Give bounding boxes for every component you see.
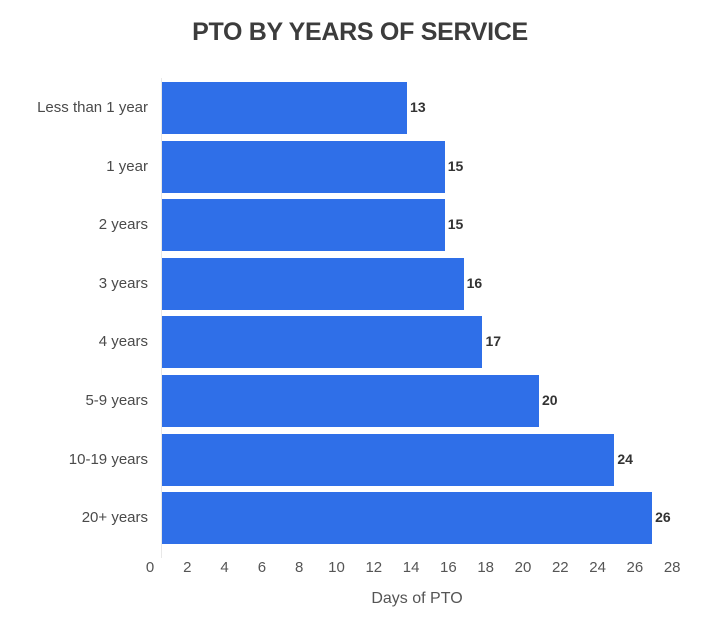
x-tick-label: 4 xyxy=(220,559,229,576)
value-label: 13 xyxy=(410,99,426,115)
category-label: 5-9 years xyxy=(85,392,148,409)
value-label: 16 xyxy=(466,274,483,291)
chart-title: PTO BY YEARS OF SERVICE xyxy=(192,18,528,46)
x-tick-label: 2 xyxy=(183,559,192,576)
bar xyxy=(162,375,539,427)
category-label: 2 years xyxy=(98,216,148,234)
bar xyxy=(162,82,408,134)
x-tick-label: 16 xyxy=(440,559,457,576)
x-tick-label: 14 xyxy=(402,559,420,576)
x-tick-label: 24 xyxy=(589,559,606,576)
x-tick-label: 26 xyxy=(626,559,644,576)
value-label: 15 xyxy=(447,157,464,174)
x-tick-label: 6 xyxy=(257,559,267,576)
x-tick-label: 20 xyxy=(514,559,532,576)
x-tick-label: 0 xyxy=(145,559,155,576)
value-label: 15 xyxy=(447,216,464,233)
x-tick-label: 12 xyxy=(365,559,383,576)
bar xyxy=(162,492,653,545)
value-label: 24 xyxy=(617,450,633,467)
bar xyxy=(162,433,615,486)
value-label: 20 xyxy=(542,392,558,408)
category-label: 4 years xyxy=(98,333,148,351)
bar xyxy=(162,257,464,310)
category-label: 10-19 years xyxy=(68,450,148,468)
category-label: 3 years xyxy=(98,274,148,292)
x-tick-label: 10 xyxy=(328,559,345,576)
y-axis-line xyxy=(161,78,162,558)
category-label: 20+ years xyxy=(81,509,148,527)
value-label: 26 xyxy=(655,509,671,526)
x-tick-label: 8 xyxy=(295,559,304,576)
value-label: 17 xyxy=(485,333,502,350)
bar xyxy=(162,199,445,252)
x-tick-label: 28 xyxy=(663,559,681,576)
bar xyxy=(162,316,483,369)
x-axis-label: Days of PTO xyxy=(371,590,463,607)
bar xyxy=(162,140,445,193)
category-label: Less than 1 year xyxy=(37,99,148,116)
x-tick-label: 22 xyxy=(551,559,569,576)
category-label: 1 year xyxy=(106,157,148,175)
x-tick-label: 18 xyxy=(477,559,495,576)
